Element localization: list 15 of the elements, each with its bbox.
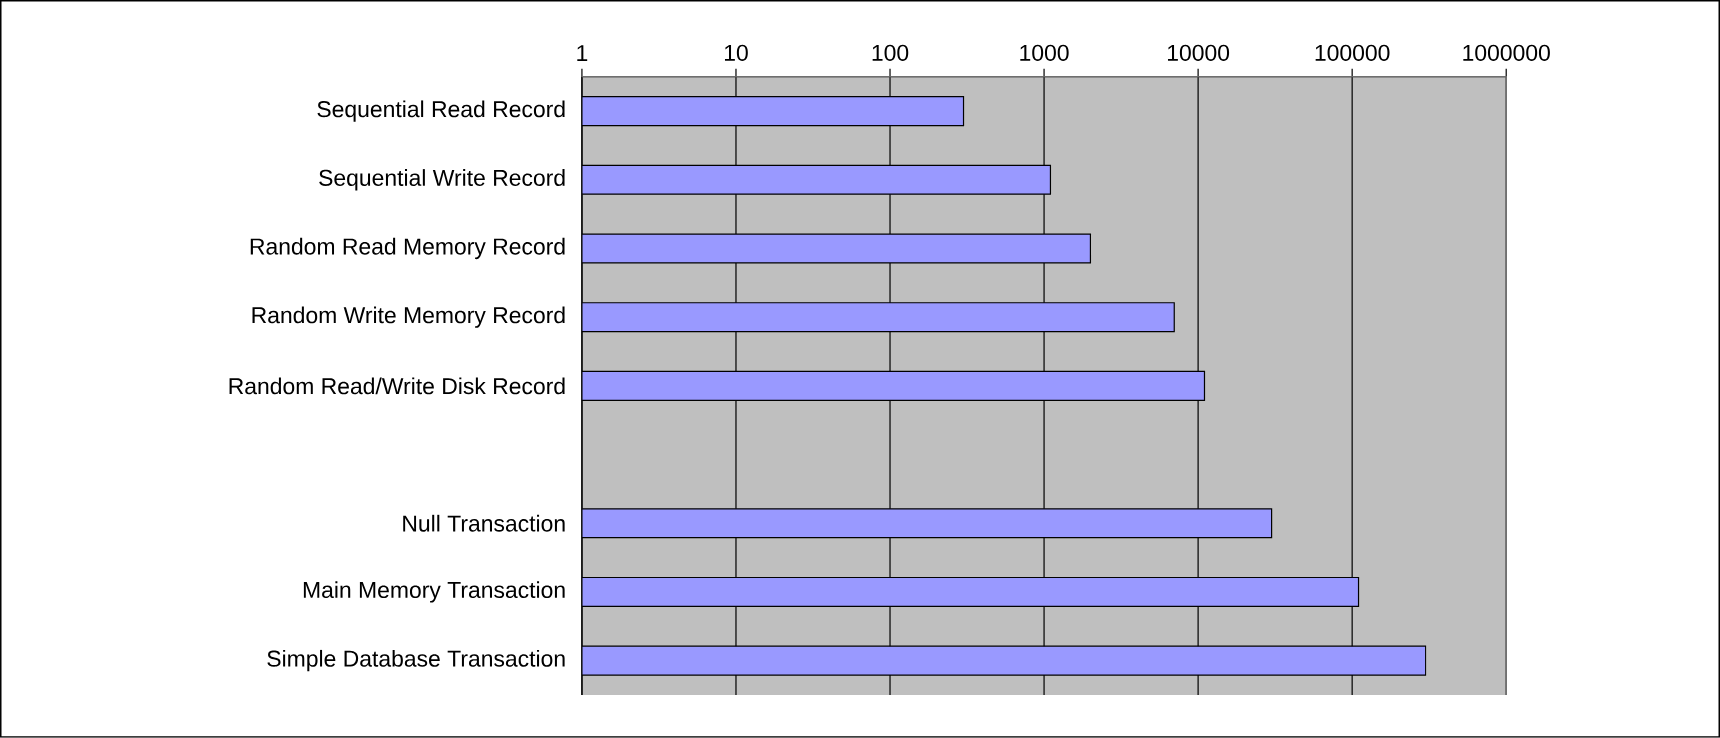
y-tick-label: Random Read/Write Disk Record	[229, 377, 565, 395]
y-tick-label: Sequential Read Record	[317, 100, 565, 122]
x-tick-label: 100	[872, 44, 909, 62]
y-tick-label: Random Write Memory Record	[252, 306, 565, 328]
y-tick-label: Main Memory Transaction	[303, 581, 565, 603]
x-tick-label: 10	[724, 44, 748, 62]
y-tick-label: Random Read Memory Record	[250, 237, 565, 260]
y-tick-label: Simple Database Transaction	[267, 650, 565, 672]
x-tick-label: 1000	[1020, 44, 1069, 62]
x-tick-label: 1	[577, 45, 588, 62]
y-tick-label: Sequential Write Record	[319, 169, 565, 191]
x-tick-label: 10000	[1167, 44, 1230, 62]
y-tick-label: Null Transaction	[403, 514, 565, 532]
x-tick-label: 1000000	[1463, 44, 1550, 62]
x-tick-label: 100000	[1315, 44, 1390, 62]
